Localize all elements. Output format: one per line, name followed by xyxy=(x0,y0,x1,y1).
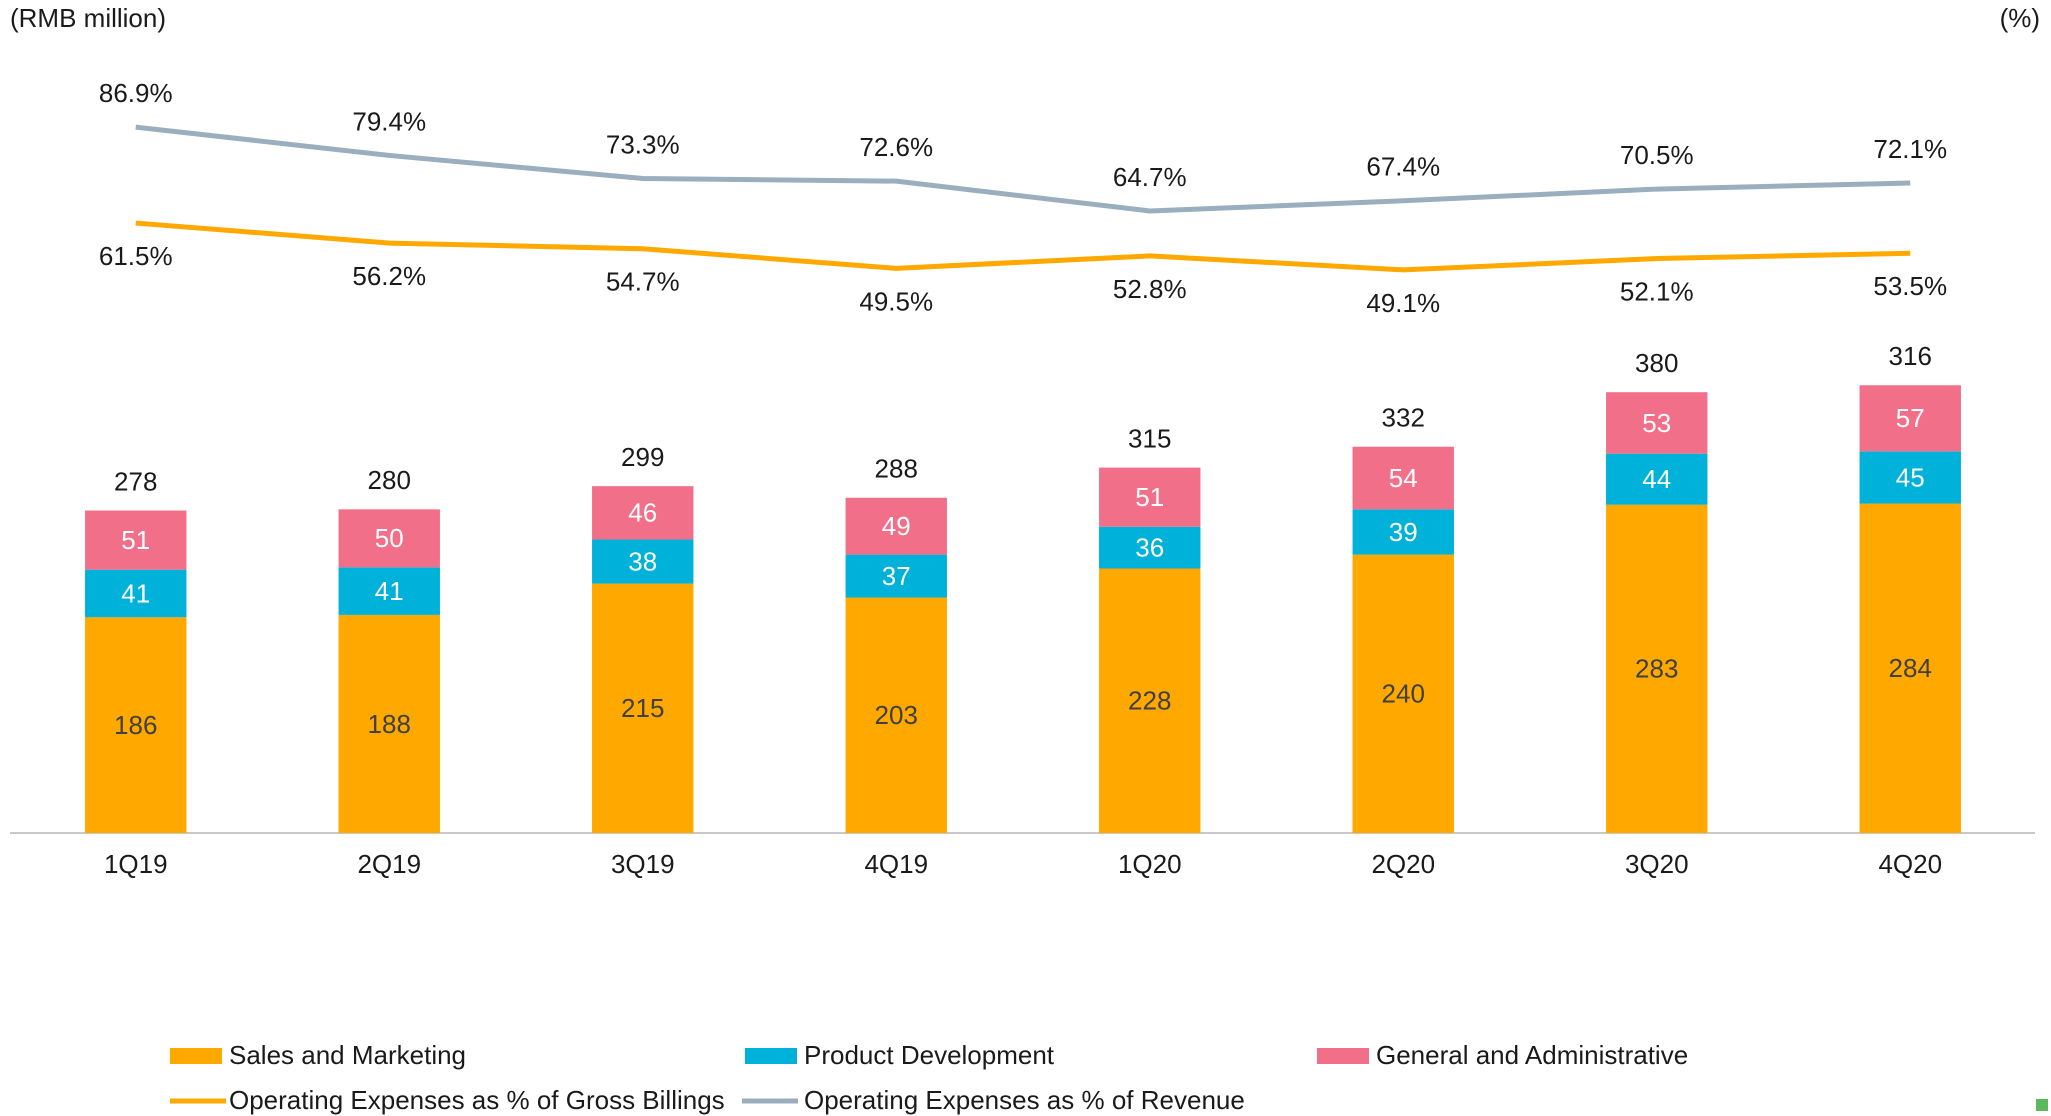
legend-swatch xyxy=(745,1048,797,1064)
bar-value-label: 38 xyxy=(628,546,657,576)
x-tick-label: 2Q20 xyxy=(1371,849,1435,879)
total-label: 299 xyxy=(621,442,664,472)
line-value-label: 73.3% xyxy=(606,129,680,159)
line-value-label: 67.4% xyxy=(1366,152,1440,182)
bar-value-label: 51 xyxy=(1135,482,1164,512)
y-unit-label: (RMB million) xyxy=(10,3,166,33)
line-value-label: 72.6% xyxy=(859,132,933,162)
x-tick-label: 4Q19 xyxy=(864,849,928,879)
bar-segment xyxy=(592,539,694,584)
bar-segment xyxy=(845,597,947,833)
bar-segment xyxy=(85,569,187,618)
legend-label: Sales and Marketing xyxy=(229,1040,466,1070)
legend-label: Product Development xyxy=(804,1040,1055,1070)
bar-segment xyxy=(338,509,440,568)
bar-value-label: 46 xyxy=(628,498,657,528)
bar-value-label: 51 xyxy=(121,525,150,555)
bar-value-label: 41 xyxy=(121,578,150,608)
x-tick-label: 1Q20 xyxy=(1118,849,1182,879)
legend-label: Operating Expenses as % of Revenue xyxy=(804,1085,1245,1115)
bar-segment xyxy=(338,567,440,615)
bar-segment xyxy=(1859,451,1961,504)
bar-value-label: 188 xyxy=(368,709,411,739)
line-series xyxy=(135,220,1911,273)
bar-segment xyxy=(1606,504,1708,833)
line-value-label: 70.5% xyxy=(1620,140,1694,170)
legend-swatch xyxy=(170,1048,222,1064)
line-value-label: 86.9% xyxy=(99,78,173,108)
corner-mark xyxy=(2036,1099,2048,1111)
bar-value-label: 36 xyxy=(1135,533,1164,563)
legend-label: General and Administrative xyxy=(1376,1040,1688,1070)
bar-value-label: 283 xyxy=(1635,654,1678,684)
bar-segment xyxy=(592,486,694,540)
bar-value-label: 49 xyxy=(882,511,911,541)
line-value-label: 64.7% xyxy=(1113,162,1187,192)
line-value-label: 52.1% xyxy=(1620,276,1694,306)
line-value-label: 49.5% xyxy=(859,286,933,316)
bar-value-label: 203 xyxy=(875,700,918,730)
bar-value-label: 57 xyxy=(1896,403,1925,433)
x-tick-label: 3Q19 xyxy=(611,849,675,879)
line-value-label: 72.1% xyxy=(1873,134,1947,164)
bar-segment xyxy=(1352,446,1454,510)
bar-value-label: 39 xyxy=(1389,517,1418,547)
line-value-label: 56.2% xyxy=(352,261,426,291)
total-label: 288 xyxy=(875,454,918,484)
bar-segment xyxy=(1606,392,1708,454)
bar-value-label: 41 xyxy=(375,576,404,606)
bar-value-label: 240 xyxy=(1382,679,1425,709)
bar-value-label: 54 xyxy=(1389,463,1418,493)
bar-segment xyxy=(1859,385,1961,452)
bar-segment xyxy=(85,510,187,570)
legend-label: Operating Expenses as % of Gross Billing… xyxy=(229,1085,725,1115)
bar-value-label: 45 xyxy=(1896,462,1925,492)
total-label: 316 xyxy=(1889,341,1932,371)
bar-segment xyxy=(1099,568,1201,833)
line-value-label: 49.1% xyxy=(1366,288,1440,318)
bar-value-label: 53 xyxy=(1642,408,1671,438)
total-label: 280 xyxy=(368,465,411,495)
bar-segment xyxy=(1859,503,1961,833)
line-value-label: 54.7% xyxy=(606,267,680,297)
line-series xyxy=(135,124,1911,214)
bar-value-label: 228 xyxy=(1128,686,1171,716)
bar-segment xyxy=(1606,453,1708,505)
bar-segment xyxy=(592,583,694,833)
bar-value-label: 44 xyxy=(1642,464,1671,494)
x-tick-label: 3Q20 xyxy=(1625,849,1689,879)
bar-segment xyxy=(1099,526,1201,569)
x-tick-label: 4Q20 xyxy=(1878,849,1942,879)
total-label: 315 xyxy=(1128,423,1171,453)
x-tick-label: 2Q19 xyxy=(357,849,421,879)
bar-segment xyxy=(1352,554,1454,833)
bar-segment xyxy=(845,554,947,598)
line-value-label: 79.4% xyxy=(352,106,426,136)
bar-segment xyxy=(1352,509,1454,555)
line-value-label: 52.8% xyxy=(1113,274,1187,304)
y2-unit-label: (%) xyxy=(2000,3,2040,33)
bar-value-label: 50 xyxy=(375,523,404,553)
total-label: 380 xyxy=(1635,348,1678,378)
bar-segment xyxy=(338,614,440,833)
line-value-label: 53.5% xyxy=(1873,271,1947,301)
legend-swatch xyxy=(1317,1048,1369,1064)
line-value-label: 61.5% xyxy=(99,241,173,271)
bar-value-label: 284 xyxy=(1889,653,1932,683)
total-label: 278 xyxy=(114,466,157,496)
x-tick-label: 1Q19 xyxy=(104,849,168,879)
total-label: 332 xyxy=(1382,403,1425,433)
bar-value-label: 186 xyxy=(114,710,157,740)
bar-value-label: 37 xyxy=(882,561,911,591)
bar-value-label: 215 xyxy=(621,693,664,723)
bar-segment xyxy=(845,497,947,555)
bar-segment xyxy=(85,617,187,833)
bar-segment xyxy=(1099,467,1201,527)
